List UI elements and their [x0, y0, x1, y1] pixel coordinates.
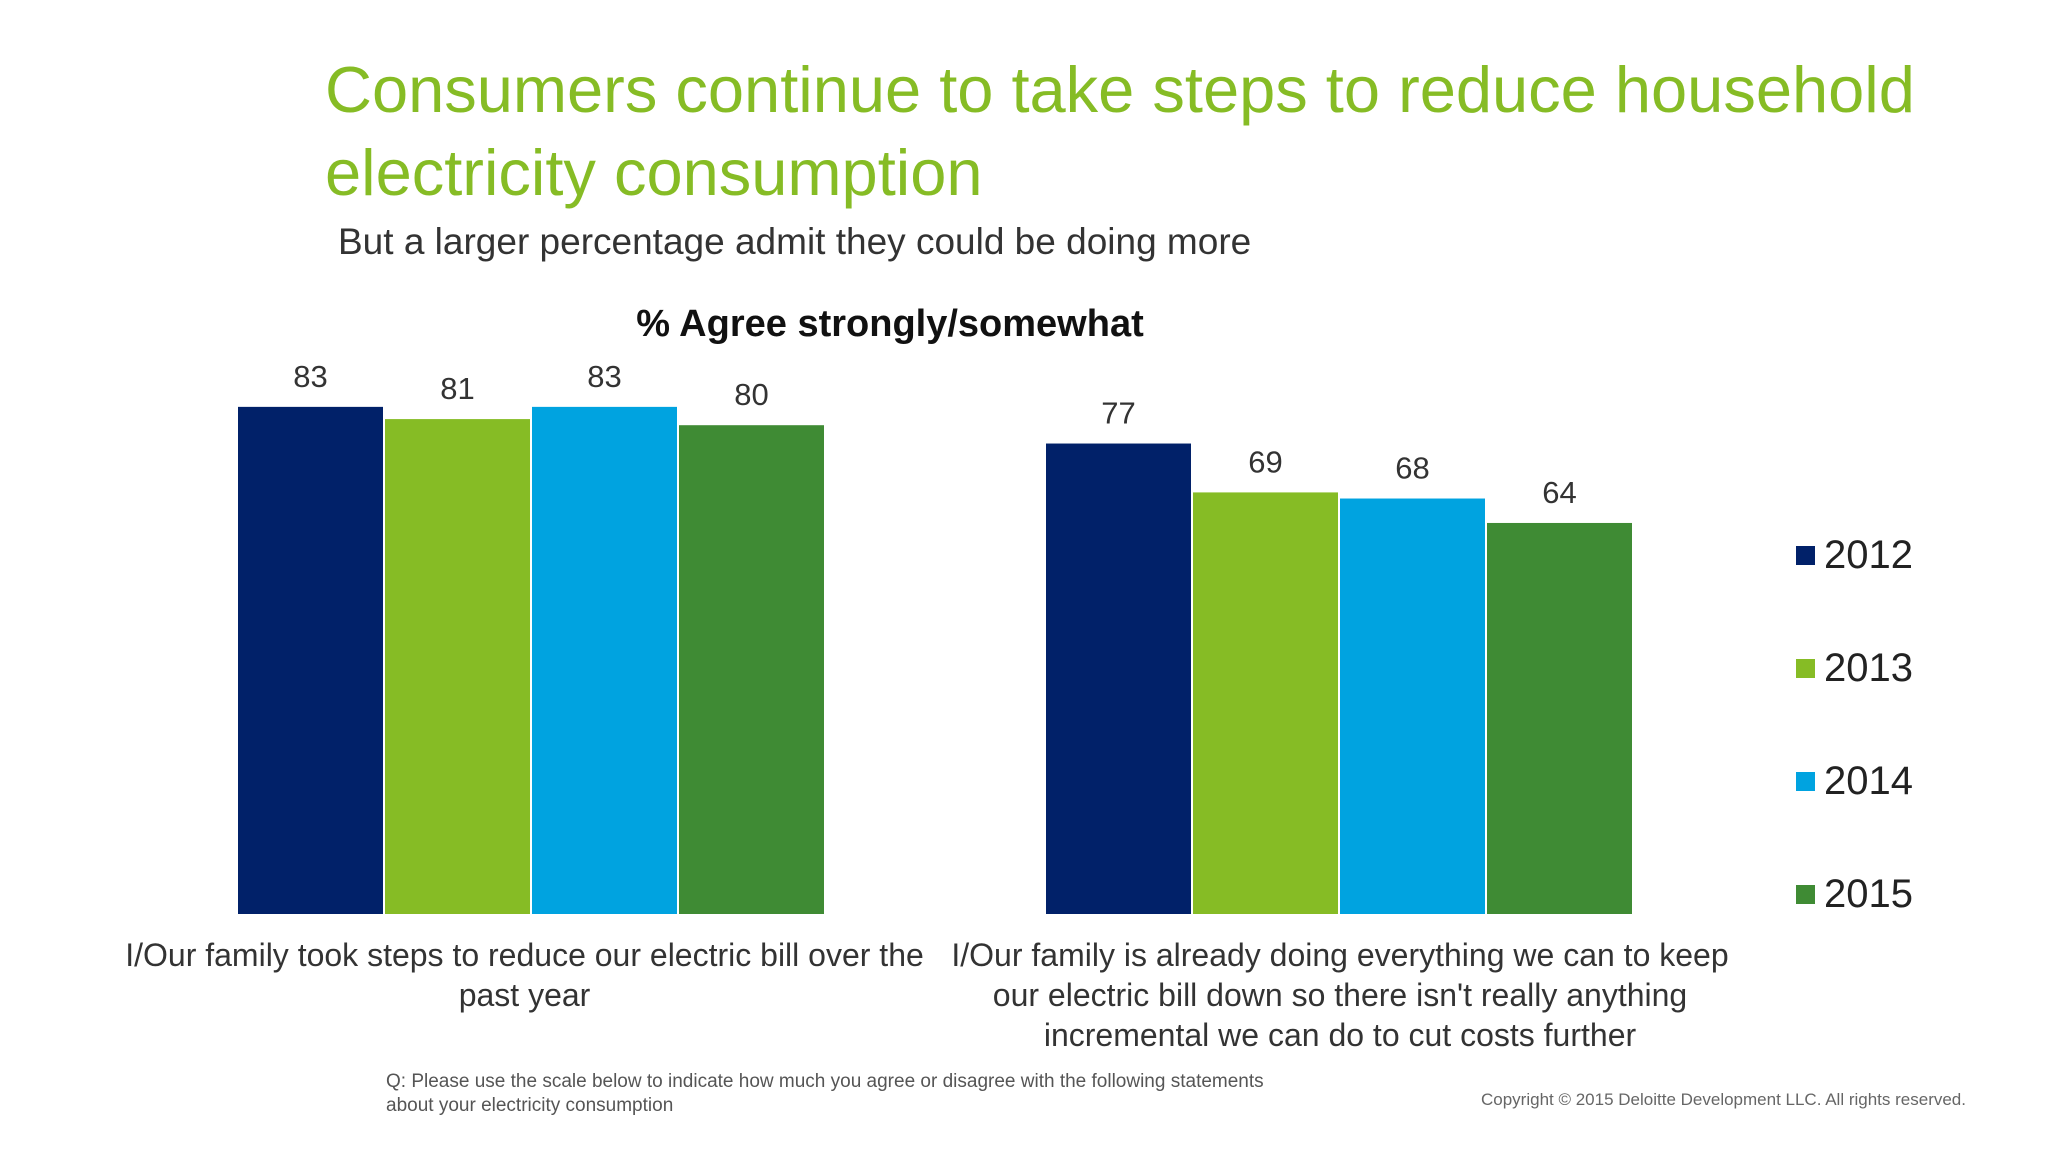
data-label-2012-category-1: 83 — [293, 359, 327, 394]
bar-2015-category-2 — [1487, 523, 1632, 914]
legend-swatch-2015 — [1796, 885, 1815, 904]
legend-label-2012: 2012 — [1824, 533, 1913, 578]
bar-2013-category-1 — [385, 419, 530, 914]
legend-swatch-2013 — [1796, 659, 1815, 678]
bar-2014-category-2 — [1340, 499, 1485, 914]
chart-title: % Agree strongly/somewhat — [636, 303, 1144, 345]
category-label-1: I/Our family took steps to reduce our el… — [122, 935, 927, 1015]
data-label-2013-category-2: 69 — [1248, 444, 1282, 479]
copyright-notice: Copyright © 2015 Deloitte Development LL… — [1481, 1090, 1966, 1110]
legend-item-2012: 2012 — [1796, 530, 1913, 580]
bar-2014-category-1 — [532, 407, 677, 914]
legend-label-2015: 2015 — [1824, 872, 1913, 917]
legend-label-2013: 2013 — [1824, 646, 1913, 691]
legend-item-2013: 2013 — [1796, 643, 1913, 693]
bar-2012-category-1 — [238, 407, 383, 914]
category-label-2: I/Our family is already doing everything… — [945, 935, 1735, 1055]
legend-swatch-2014 — [1796, 772, 1815, 791]
bar-2015-category-1 — [679, 425, 824, 914]
data-label-2015-category-2: 64 — [1542, 475, 1576, 510]
legend-swatch-2012 — [1796, 546, 1815, 565]
data-label-2014-category-2: 68 — [1395, 451, 1429, 486]
legend-item-2015: 2015 — [1796, 869, 1913, 919]
survey-question-footnote: Q: Please use the scale below to indicat… — [386, 1070, 1286, 1118]
data-label-2015-category-1: 80 — [734, 377, 768, 412]
bar-2012-category-2 — [1046, 444, 1191, 914]
data-label-2014-category-1: 83 — [587, 359, 621, 394]
bar-2013-category-2 — [1193, 492, 1338, 914]
bars-group: 83 81 83 80 77 69 68 64 — [238, 359, 1632, 914]
data-label-2012-category-2: 77 — [1101, 396, 1135, 431]
legend-label-2014: 2014 — [1824, 759, 1913, 804]
data-label-2013-category-1: 81 — [440, 371, 474, 406]
legend-item-2014: 2014 — [1796, 756, 1913, 806]
